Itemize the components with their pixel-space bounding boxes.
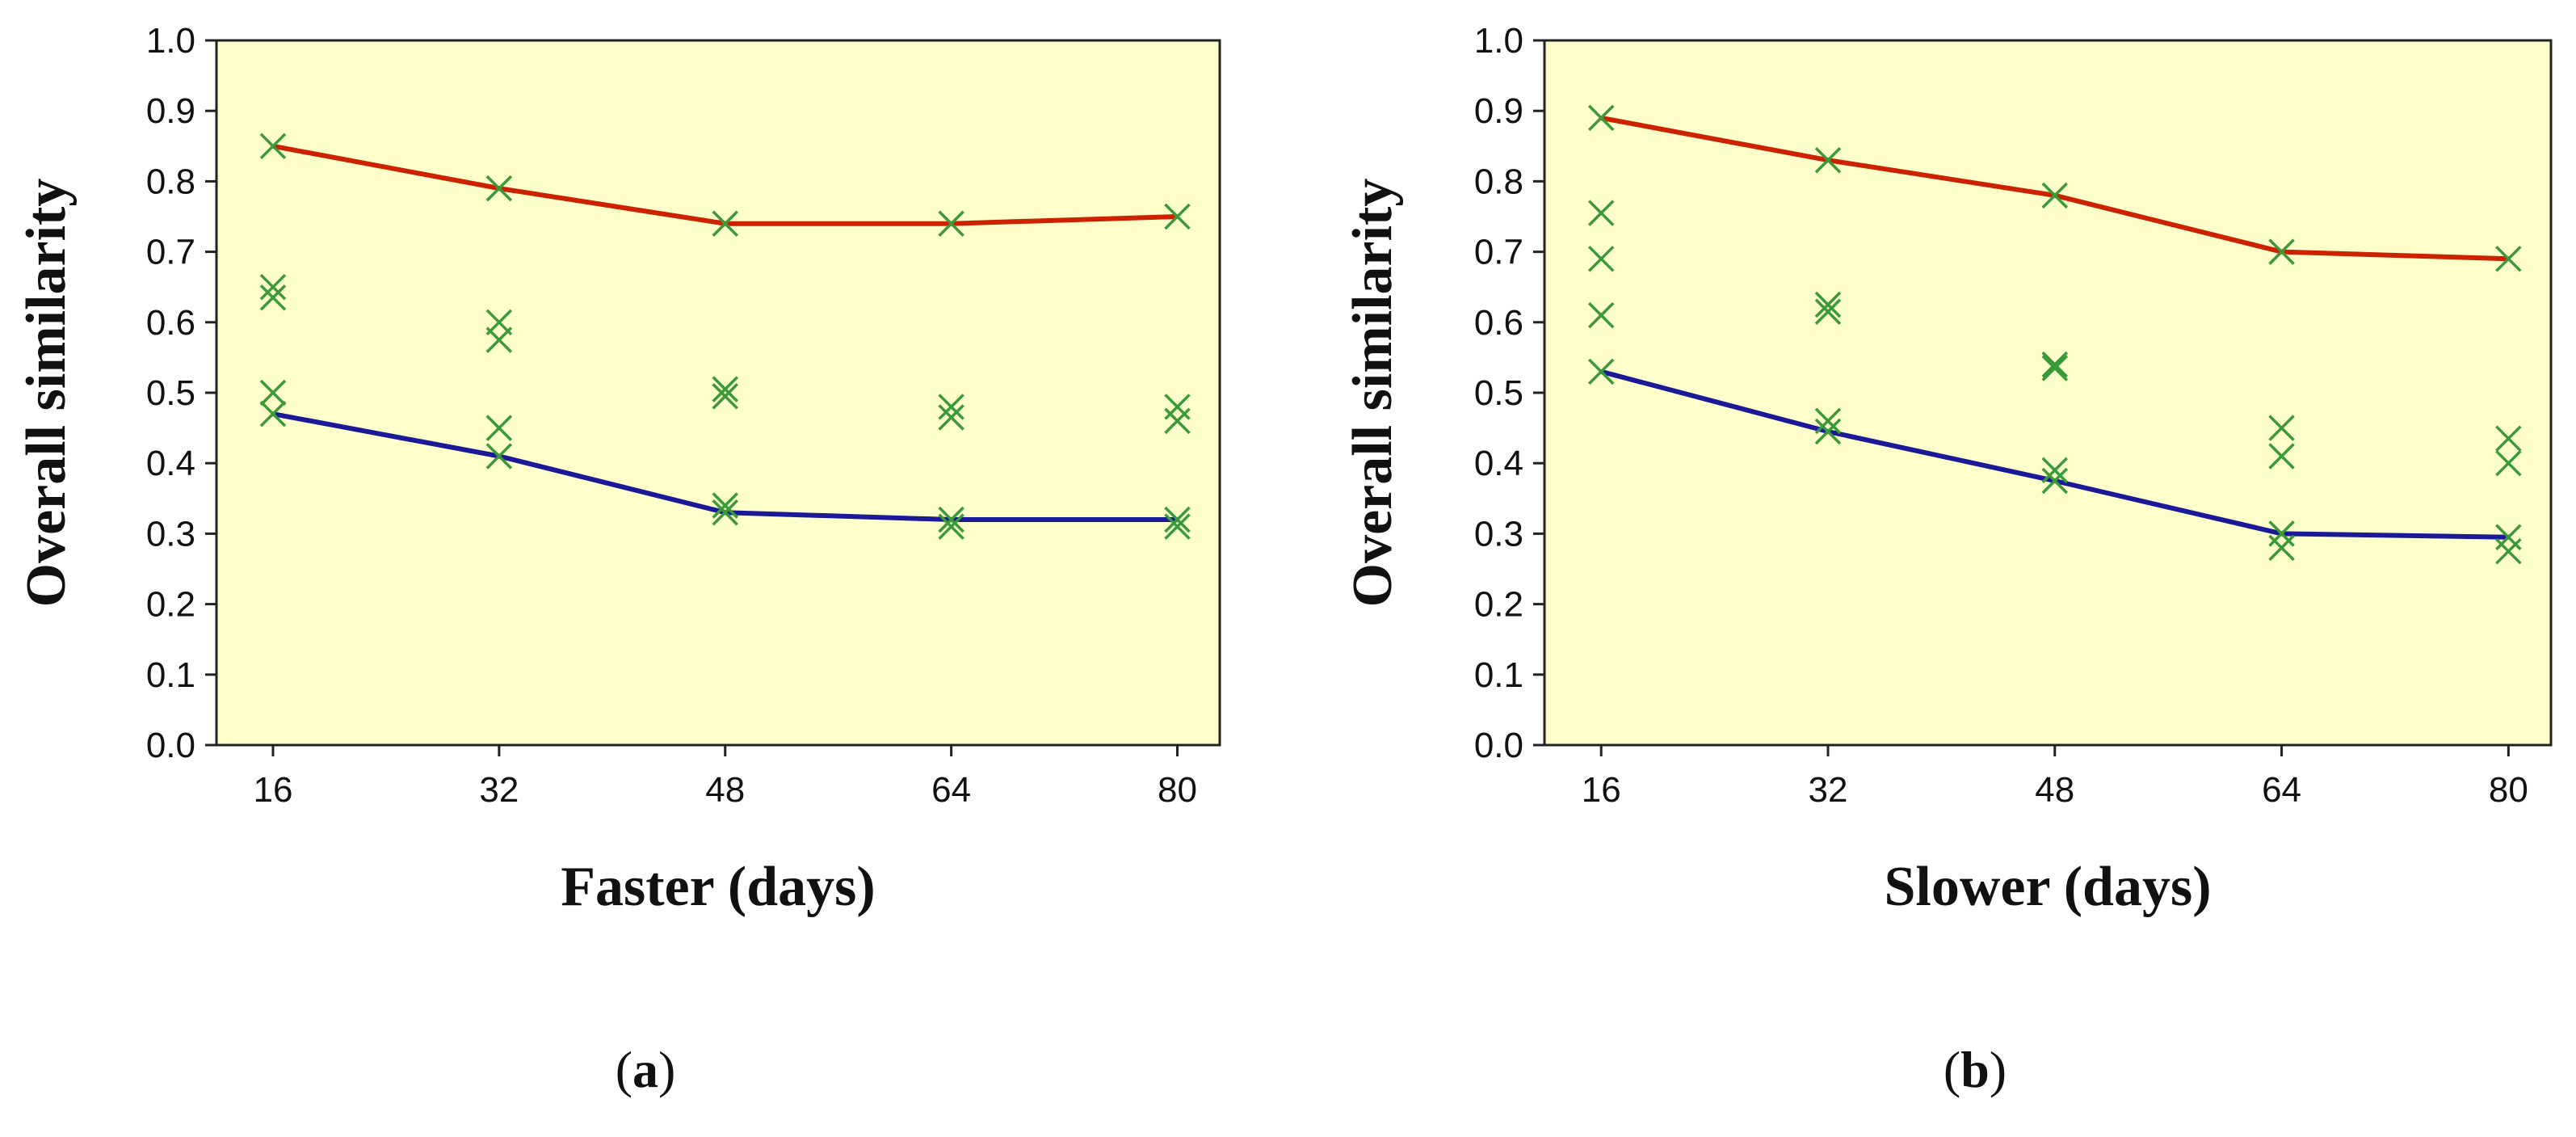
y-tick-label: 0.2 (1474, 585, 1523, 625)
x-tick-label: 16 (253, 770, 292, 810)
y-axis-title: Overall similarity (15, 179, 78, 608)
y-tick-label: 0.8 (146, 162, 195, 201)
plot-area (216, 40, 1220, 745)
scatter-point (712, 383, 738, 410)
scatter-point (938, 394, 964, 420)
x-tick-label: 64 (2262, 770, 2301, 810)
y-axis-title: Overall similarity (1342, 179, 1404, 608)
x-tick-label: 32 (479, 770, 519, 810)
scatter-point (1814, 291, 1842, 318)
y-tick-label: 0.6 (1474, 303, 1523, 343)
y-tick-label: 0.4 (1474, 444, 1523, 483)
y-tick-label: 0.7 (146, 233, 195, 272)
x-tick-label: 80 (1158, 770, 1197, 810)
scatter-point (2041, 351, 2069, 378)
scatter-point (2041, 355, 2069, 381)
scatter-point (938, 404, 964, 431)
scatter-point (485, 175, 513, 202)
scatter-point (1587, 358, 1615, 385)
scatter-point (1164, 394, 1191, 420)
scatter-point (1164, 506, 1191, 533)
x-tick-label: 64 (931, 770, 971, 810)
scatter-point (2268, 415, 2295, 441)
scatter-point (2268, 534, 2295, 562)
panel-caption: (a) (616, 1041, 676, 1098)
y-tick-label: 0.5 (146, 373, 195, 413)
scatter-point (485, 443, 513, 470)
y-tick-label: 0.9 (146, 91, 195, 131)
plot-frame (1543, 39, 2553, 747)
panel-caption-letter: b (1960, 1041, 1990, 1098)
scatter-point (259, 379, 287, 406)
scatter-point (1587, 104, 1615, 132)
y-tick-label: 1.0 (146, 21, 195, 61)
scatter-point (2041, 457, 2069, 484)
y-tick-label: 0.3 (1474, 514, 1523, 554)
scatter-point (2268, 443, 2295, 470)
scatter-point (938, 506, 964, 533)
x-tick-label: 48 (2035, 770, 2074, 810)
scatter-point (1814, 298, 1842, 325)
y-tick-label: 0.1 (1474, 655, 1523, 695)
x-axis-title: Slower (days) (1884, 856, 2211, 918)
scatter-point (2041, 467, 2069, 495)
panel-caption-letter: a (632, 1041, 658, 1098)
scatter-point (1164, 407, 1191, 435)
x-tick-label: 32 (1809, 770, 1848, 810)
x-axis-title: Faster (days) (561, 856, 875, 918)
scatter-point (1587, 200, 1615, 226)
chart-panel-a: 0.0 0.1 0.2 0.3 0.4 0.5 0.6 0.7 0.8 0.9 1.0 16 32 48 6… (15, 21, 1221, 1098)
y-tick-label: 0.9 (1474, 91, 1523, 131)
scatter-point (259, 273, 287, 301)
scatter-point (2041, 182, 2069, 209)
x-tick-label: 48 (705, 770, 745, 810)
scatter-point (712, 499, 738, 526)
y-tick-label: 0.7 (1474, 233, 1523, 272)
scatter-point (938, 210, 964, 237)
y-tick-label: 0.0 (146, 726, 195, 765)
scatter-point (712, 210, 738, 237)
scatter-point (1587, 301, 1615, 329)
scatter-point (1814, 407, 1842, 435)
scatter-point (485, 326, 513, 353)
scatter-point (2495, 524, 2522, 550)
scatter-point (485, 415, 513, 441)
y-tick-label: 0.6 (146, 303, 195, 343)
chart-panel-b: 0.0 0.1 0.2 0.3 0.4 0.5 0.6 0.7 0.8 0.9 1.0 16 32 48 6… (1342, 21, 2553, 1098)
y-tick-label: 1.0 (1474, 21, 1523, 61)
scatter-point (2495, 246, 2522, 272)
scatter-point (259, 284, 287, 311)
y-tick-label: 0.5 (1474, 373, 1523, 413)
scatter-point (2495, 537, 2522, 565)
scatter-point (259, 400, 287, 427)
x-tick-label: 16 (1582, 770, 1621, 810)
y-tick-label: 0.4 (146, 444, 195, 483)
plot-area (1544, 40, 2551, 745)
scatter-point (712, 376, 738, 402)
y-tick-label: 0.2 (146, 585, 195, 625)
scatter-point (1814, 418, 1842, 445)
scatter-point (2495, 425, 2522, 452)
scatter-point (1164, 203, 1191, 230)
x-tick-label: 80 (2489, 770, 2528, 810)
scatter-point (2495, 449, 2522, 477)
y-tick-label: 0.3 (146, 514, 195, 554)
y-tick-label: 0.0 (1474, 726, 1523, 765)
scatter-point (938, 513, 964, 540)
scatter-point (1587, 246, 1615, 272)
panel-caption: (b) (1944, 1041, 2007, 1098)
scatter-point (1814, 147, 1842, 174)
plot-frame (215, 39, 1221, 747)
scatter-point (712, 492, 738, 519)
scatter-point (1164, 513, 1191, 540)
scatter-point (2268, 520, 2295, 547)
y-tick-label: 0.8 (1474, 162, 1523, 201)
scatter-point (259, 133, 287, 160)
scatter-point (2268, 238, 2295, 265)
y-tick-label: 0.1 (146, 655, 195, 695)
